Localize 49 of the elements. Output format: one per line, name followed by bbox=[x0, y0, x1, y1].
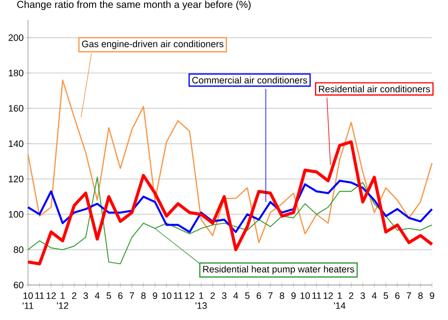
x-tick-label: 9 bbox=[291, 292, 296, 299]
y-tick-label: 140 bbox=[8, 140, 24, 147]
y-axis-title: Change ratio from the same month a year before (%) bbox=[17, 0, 251, 10]
x-tick-label: 1 '13 bbox=[196, 292, 207, 309]
x-tick-label: 2 bbox=[210, 292, 215, 299]
text: Gas engine-driven air conditioners bbox=[82, 40, 224, 50]
x-tick-label: 6 bbox=[395, 292, 400, 299]
x-tick-label: 2 bbox=[72, 292, 76, 299]
x-tick-label: 1 '14 bbox=[334, 292, 346, 309]
x-tick-label: 12 bbox=[46, 292, 56, 299]
x-tick-label: 8 bbox=[280, 292, 284, 299]
x-tick-label: 11 bbox=[174, 292, 182, 299]
x-tick-label: 4 bbox=[94, 292, 100, 299]
x-tick-label: 3 bbox=[360, 292, 365, 299]
x-tick-label: 10 '11 bbox=[22, 292, 34, 309]
x-tick-label: 7 bbox=[406, 292, 412, 299]
text: Residential heat pump water heaters bbox=[203, 266, 354, 274]
x-tick-label: 6 bbox=[118, 292, 123, 299]
x-tick-label: 8 bbox=[418, 292, 423, 299]
x-tick-label: 11 bbox=[312, 292, 321, 299]
x-tick-label: 3 bbox=[222, 292, 226, 299]
x-tick-label: 1 '12 bbox=[57, 292, 68, 309]
y-tick-label: 180 bbox=[8, 70, 24, 76]
x-tick-label: 9 bbox=[152, 292, 158, 299]
y-tick-label: 80 bbox=[14, 246, 24, 253]
x-tick-label: 4 bbox=[233, 292, 238, 299]
x-tick-label: 7 bbox=[130, 292, 134, 299]
x-tick-label: 10 bbox=[300, 292, 310, 299]
x-tick-label: 5 bbox=[384, 292, 388, 299]
text: Commercial air conditioners bbox=[192, 76, 308, 84]
y-tick-label: 120 bbox=[8, 176, 24, 182]
x-tick-label: 7 bbox=[268, 292, 273, 299]
x-tick-label: 4 bbox=[372, 292, 377, 299]
y-tick-label: 200 bbox=[8, 34, 24, 41]
x-tick-label: 11 bbox=[35, 292, 44, 299]
y-tick-label: 100 bbox=[8, 211, 24, 218]
text: Residential air conditioners bbox=[319, 85, 430, 92]
x-tick-label: 9 bbox=[430, 292, 434, 299]
y-tick-label: 60 bbox=[14, 282, 24, 288]
x-tick-label: 3 bbox=[83, 292, 88, 299]
y-tick-label: 160 bbox=[8, 105, 24, 112]
x-tick-label: 2 bbox=[349, 292, 354, 299]
x-tick-label: 12 bbox=[185, 292, 194, 299]
x-tick-label: 6 bbox=[256, 292, 262, 299]
x-tick-label: 5 bbox=[245, 292, 250, 299]
x-tick-label: 8 bbox=[141, 292, 146, 299]
x-tick-label: 10 bbox=[162, 292, 172, 299]
x-tick-label: 5 bbox=[106, 292, 111, 299]
x-tick-label: 12 bbox=[324, 292, 333, 299]
